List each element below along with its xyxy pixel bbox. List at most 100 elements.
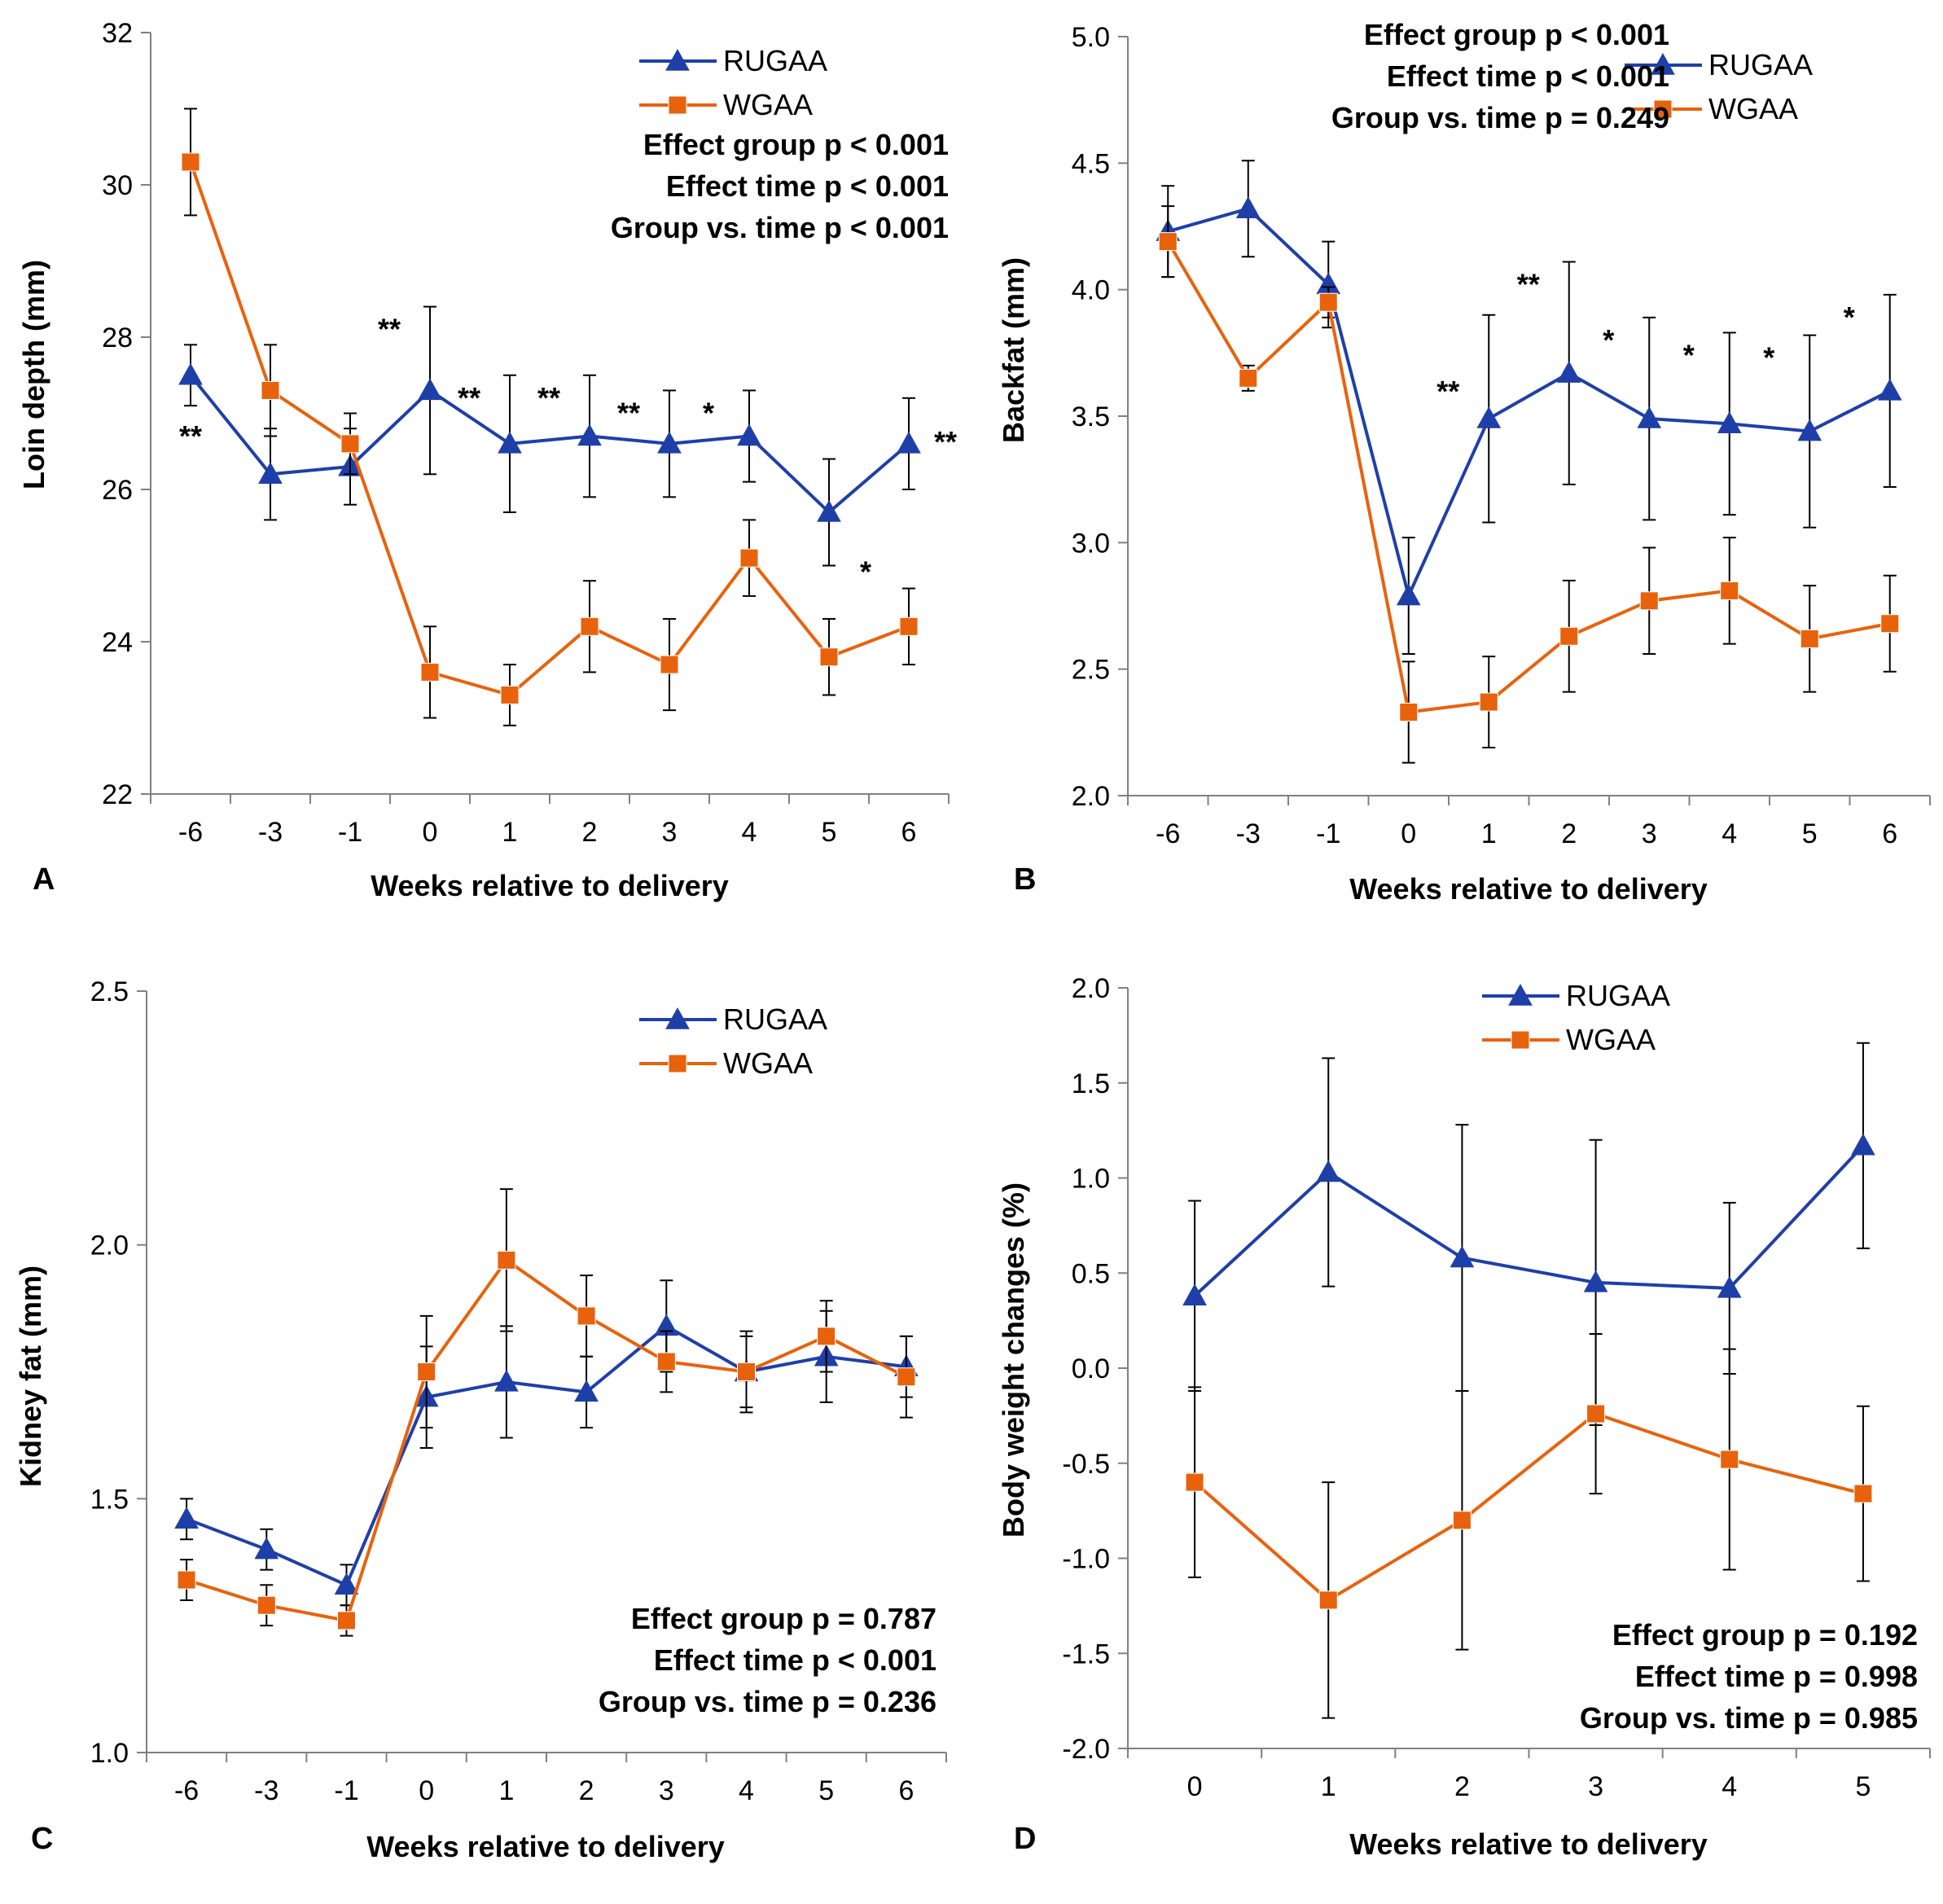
panel-d-y-tick-label: 0.5 [1072, 1258, 1110, 1289]
panel-c-point-rugaa [574, 1380, 599, 1402]
panel-d-point-rugaa [1583, 1270, 1608, 1292]
panel-a-letter: A [33, 862, 55, 897]
panel-d-point-rugaa [1182, 1283, 1207, 1305]
panel-b-significance-mark: ** [1436, 375, 1459, 408]
panel-b-y-tick-label: 2.5 [1072, 655, 1110, 686]
panel-b-stat-line: Group vs. time p = 0.249 [1331, 101, 1669, 134]
panel-a-point-wgaa [899, 616, 919, 636]
panel-b-y-tick-label: 5.0 [1072, 22, 1110, 53]
panel-a-series-rugaa [178, 305, 921, 567]
panel-a-stat-line: Effect time p < 0.001 [666, 169, 949, 203]
panel-c-x-tick-label: 1 [498, 1775, 514, 1806]
panel-a-x-tick-label: -6 [178, 817, 203, 848]
panel-a-x-tick-label: 3 [662, 817, 678, 848]
panel-b-significance-mark: * [1844, 301, 1855, 334]
panel-c-x-tick-label: 3 [659, 1775, 674, 1806]
panel-a-x-tick-label: 5 [822, 817, 837, 848]
panel-c-point-wgaa [577, 1306, 596, 1326]
panel-c-x-tick-label: 4 [739, 1775, 754, 1806]
panel-a-significance-mark: ** [179, 419, 202, 453]
panel-b-legend-item-rugaa: RUGAA [1625, 48, 1813, 81]
panel-d-legend-label: WGAA [1566, 1023, 1656, 1056]
panel-a-significance-mark: * [703, 396, 714, 429]
panel-b-point-wgaa [1239, 368, 1258, 388]
panel-b-x-tick-label: -6 [1156, 818, 1180, 849]
panel-c-letter: C [31, 1822, 53, 1856]
panel-d-y-tick-label: 0.0 [1072, 1353, 1110, 1384]
panel-a-point-rugaa [897, 431, 921, 454]
panel-d-point-wgaa [1586, 1404, 1606, 1424]
panel-b-series-wgaa [1158, 205, 1900, 764]
panel-b-point-wgaa [1720, 581, 1739, 600]
panel-a-legend-marker [665, 48, 690, 71]
panel-c-chart: 1.0 1.5 2.0 2.5 -6 -3 -1 0 1 2 3 4 5 6 Weeks relative … [14, 976, 947, 1863]
panel-b-stat-line: Effect time p < 0.001 [1387, 59, 1669, 93]
panel-a-x-tick-label: -3 [258, 817, 283, 848]
panel-a-x-tick-label: 4 [742, 817, 757, 848]
panel-a-legend-item-rugaa: RUGAA [639, 44, 827, 77]
panel-d-letter: D [1014, 1822, 1036, 1856]
panel-a-point-wgaa [420, 662, 440, 682]
panel-b-line-wgaa [1166, 240, 1891, 714]
panel-b-x-tick-label: 3 [1642, 818, 1657, 849]
panel-d-point-wgaa [1318, 1590, 1338, 1610]
panel-a-x-tick-label: 1 [502, 817, 518, 848]
panel-b-point-rugaa [1717, 411, 1742, 434]
panel-a-point-wgaa [739, 548, 759, 568]
panel-a-x-axis-title: Weeks relative to delivery [371, 869, 729, 902]
panel-c-stat-line: Group vs. time p = 0.236 [599, 1685, 936, 1718]
panel-a-point-rugaa [498, 431, 522, 454]
panel-d-stat-line: Group vs. time p = 0.985 [1580, 1701, 1918, 1735]
panel-c-x-tick-label: -3 [254, 1775, 279, 1806]
panel-a-point-rugaa [418, 378, 442, 401]
panel-d-legend-item-wgaa: WGAA [1482, 1023, 1656, 1056]
panel-c-y-tick-label: 1.5 [90, 1484, 129, 1515]
panel-d-x-tick-label: 0 [1187, 1771, 1203, 1802]
panel-a-x-tick-label: 2 [582, 817, 598, 848]
panel-d-y-tick-label: 1.0 [1072, 1164, 1110, 1195]
panel-c-x-tick-label: 6 [898, 1775, 914, 1806]
panel-a-point-wgaa [340, 434, 360, 454]
panel-c-point-rugaa [174, 1507, 199, 1529]
panel-d-y-axis-title: Body weight changes (%) [997, 1182, 1030, 1538]
panel-c-point-wgaa [817, 1327, 836, 1346]
panel-b-point-rugaa [1556, 361, 1581, 383]
panel-b-legend-label: RUGAA [1708, 48, 1813, 81]
panel-d-point-rugaa [1717, 1275, 1742, 1298]
panel-a-x-tick-label: 6 [901, 817, 917, 848]
panel-a-series-wgaa [181, 107, 919, 726]
panel-d-line-wgaa [1193, 1411, 1864, 1603]
panel-c-x-tick-label: -1 [334, 1775, 358, 1806]
panel-d-legend-item-rugaa: RUGAA [1482, 979, 1670, 1012]
panel-a-legend-item-wgaa: WGAA [639, 88, 813, 121]
panel-a-stat-line: Group vs. time p < 0.001 [611, 211, 949, 244]
panel-d-y-tick-label: -1.0 [1062, 1544, 1110, 1575]
panel-d-y-tick-label: -1.5 [1062, 1639, 1110, 1669]
panel-a-y-tick-label: 28 [102, 322, 133, 353]
panel-a-point-rugaa [258, 462, 283, 484]
panel-d-y-tick-label: 2.0 [1072, 973, 1110, 1004]
panel-c-point-rugaa [494, 1369, 519, 1392]
panel-c-point-rugaa [334, 1573, 359, 1595]
panel-a-chart: 22 24 26 28 30 32 -6 -3 -1 0 1 2 3 4 5 6 Weeks relative … [17, 18, 957, 902]
panel-c-y-tick-label: 2.0 [90, 1231, 129, 1261]
panel-a-point-wgaa [500, 685, 520, 704]
panel-b-y-tick-label: 3.0 [1072, 528, 1110, 559]
panel-a-x-tick-label: 0 [423, 817, 438, 848]
panel-c-stat-line: Effect time p < 0.001 [654, 1643, 936, 1677]
panel-b-series-rugaa [1156, 160, 1902, 656]
panel-c-legend-item-rugaa: RUGAA [639, 1002, 827, 1036]
panel-d-legend-marker [1511, 1030, 1530, 1050]
panel-c-legend-label: WGAA [723, 1046, 813, 1080]
panel-a-y-tick-label: 26 [102, 475, 133, 506]
panel-b-point-rugaa [1637, 406, 1662, 428]
panel-c-point-wgaa [897, 1367, 916, 1387]
panel-c-x-tick-label: 0 [419, 1775, 434, 1806]
panel-b-y-tick-label: 4.5 [1072, 148, 1110, 179]
panel-b-point-rugaa [1235, 196, 1261, 218]
panel-d-point-wgaa [1853, 1484, 1873, 1503]
panel-d-legend-label: RUGAA [1566, 979, 1670, 1012]
panel-a-significance-mark: * [860, 555, 871, 589]
panel-d-point-wgaa [1720, 1450, 1739, 1469]
panel-a-point-wgaa [660, 655, 679, 674]
